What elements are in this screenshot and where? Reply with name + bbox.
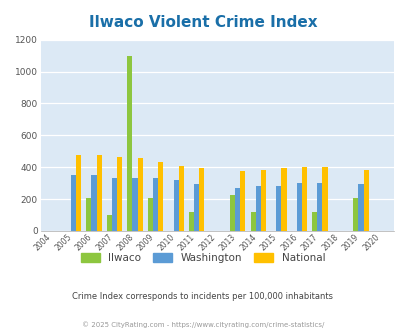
Bar	[301, 167, 306, 231]
Bar	[173, 180, 178, 231]
Bar	[117, 157, 122, 231]
Bar	[132, 178, 137, 231]
Bar	[107, 215, 112, 231]
Bar	[188, 212, 194, 231]
Bar	[260, 170, 265, 231]
Bar	[362, 170, 368, 231]
Bar	[158, 162, 163, 231]
Bar	[137, 158, 143, 231]
Bar	[178, 166, 183, 231]
Bar	[71, 175, 76, 231]
Bar	[147, 198, 153, 231]
Bar	[194, 184, 199, 231]
Bar	[230, 195, 234, 231]
Bar	[199, 168, 204, 231]
Bar	[112, 178, 117, 231]
Text: Ilwaco Violent Crime Index: Ilwaco Violent Crime Index	[88, 15, 317, 30]
Bar	[296, 183, 301, 231]
Bar	[275, 185, 281, 231]
Bar	[91, 175, 96, 231]
Bar	[322, 167, 327, 231]
Bar	[76, 155, 81, 231]
Bar	[250, 212, 255, 231]
Bar	[240, 171, 245, 231]
Bar	[281, 168, 286, 231]
Text: © 2025 CityRating.com - https://www.cityrating.com/crime-statistics/: © 2025 CityRating.com - https://www.city…	[82, 322, 323, 328]
Bar	[255, 185, 260, 231]
Bar	[311, 212, 317, 231]
Bar	[352, 197, 358, 231]
Bar	[153, 178, 158, 231]
Bar	[234, 188, 240, 231]
Bar	[127, 55, 132, 231]
Bar	[86, 198, 91, 231]
Bar	[96, 155, 101, 231]
Text: Crime Index corresponds to incidents per 100,000 inhabitants: Crime Index corresponds to incidents per…	[72, 292, 333, 301]
Legend: Ilwaco, Washington, National: Ilwaco, Washington, National	[77, 249, 328, 267]
Bar	[358, 184, 362, 231]
Bar	[317, 183, 322, 231]
